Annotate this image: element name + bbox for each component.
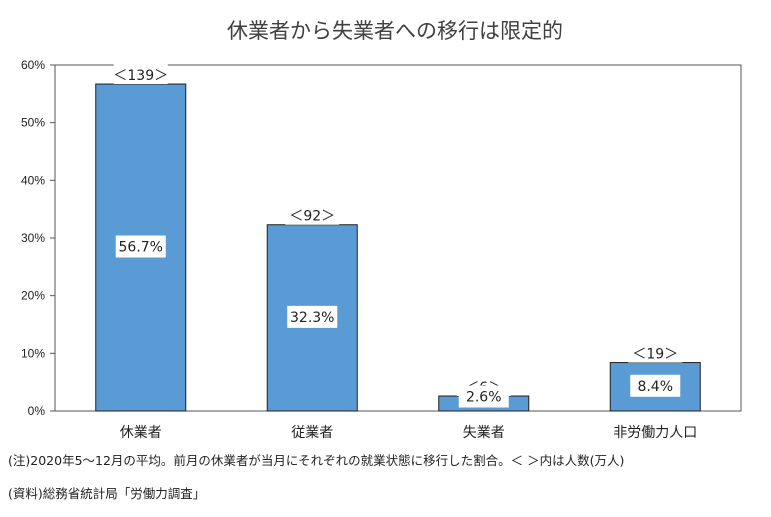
y-tick-label: 50%	[21, 116, 45, 130]
y-tick-label: 20%	[21, 289, 45, 303]
bars: ＜139＞56.7%＜92＞32.3%＜6＞2.6%＜19＞8.4%	[95, 64, 701, 412]
count-label-background	[285, 204, 340, 225]
value-label: 2.6%	[466, 390, 502, 406]
count-label-background	[628, 342, 683, 363]
y-axis: 0% 10% 20% 30% 40% 50% 60%	[21, 58, 55, 418]
y-tick-label: 10%	[21, 346, 45, 360]
footnote: (注)2020年5～12月の平均。前月の休業者が当月にそれぞれの就業状態に移行し…	[8, 453, 625, 468]
value-label-background	[287, 305, 338, 328]
value-label-background	[115, 235, 166, 258]
count-label-background	[113, 64, 168, 85]
x-tick-label: 従業者	[291, 425, 333, 441]
value-label-background	[630, 374, 681, 397]
count-label: ＜139＞	[113, 68, 168, 84]
x-tick-label: 非労働力人口	[613, 425, 697, 441]
x-tick-label: 休業者	[120, 425, 162, 441]
y-tick-label: 0%	[28, 404, 46, 418]
y-tick-label: 40%	[21, 173, 45, 187]
count-label: ＜92＞	[289, 209, 335, 225]
source-note: (資料)総務省統計局「労働力調査」	[8, 486, 206, 501]
value-label-background	[458, 385, 509, 408]
x-axis: 休業者 従業者 失業者 非労働力人口	[120, 425, 698, 441]
value-label: 8.4%	[637, 379, 673, 395]
chart-title: 休業者から失業者への移行は限定的	[227, 19, 563, 43]
y-tick-label: 30%	[21, 231, 45, 245]
x-tick-label: 失業者	[463, 425, 505, 441]
y-tick-label: 60%	[21, 58, 45, 72]
count-label: ＜19＞	[632, 347, 678, 363]
value-label: 56.7%	[119, 240, 163, 256]
value-label: 32.3%	[290, 310, 334, 326]
